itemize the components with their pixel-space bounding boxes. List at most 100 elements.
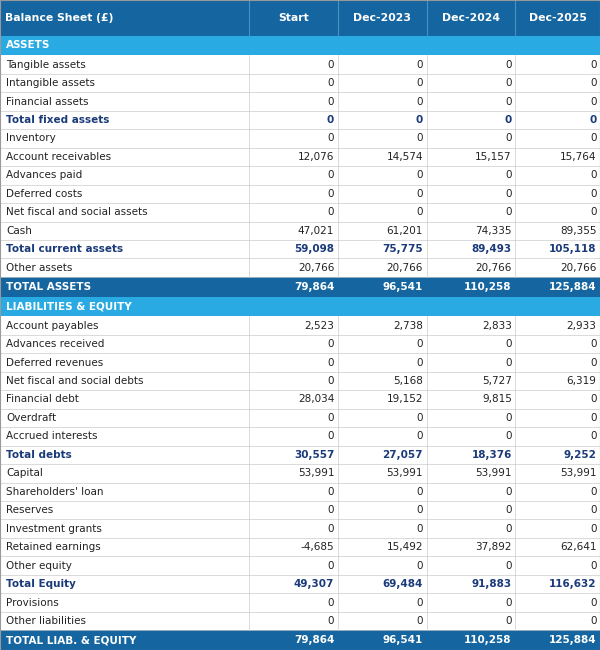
Text: Dec-2023: Dec-2023: [353, 13, 411, 23]
Text: 0: 0: [590, 60, 596, 70]
Text: 0: 0: [328, 616, 334, 626]
Text: Other equity: Other equity: [6, 560, 72, 571]
Text: 0: 0: [505, 115, 512, 125]
Text: 18,376: 18,376: [472, 450, 512, 460]
Text: 0: 0: [328, 524, 334, 534]
Text: Balance Sheet (£): Balance Sheet (£): [5, 13, 113, 23]
Text: 37,892: 37,892: [475, 542, 512, 552]
Text: 59,098: 59,098: [294, 244, 334, 254]
Text: Total current assets: Total current assets: [6, 244, 123, 254]
Text: 0: 0: [328, 358, 334, 368]
Text: 0: 0: [328, 597, 334, 608]
Bar: [0, 74, 600, 92]
Text: 96,541: 96,541: [383, 281, 423, 292]
Text: 5,168: 5,168: [393, 376, 423, 386]
Text: 2,933: 2,933: [566, 320, 596, 331]
Text: 0: 0: [505, 78, 512, 88]
Text: Account receivables: Account receivables: [6, 152, 111, 162]
Text: 0: 0: [416, 524, 423, 534]
Text: Advances received: Advances received: [6, 339, 104, 349]
Text: 20,766: 20,766: [475, 263, 512, 272]
Text: 0: 0: [328, 413, 334, 423]
Text: 0: 0: [416, 60, 423, 70]
Text: 0: 0: [416, 616, 423, 626]
Text: 0: 0: [328, 96, 334, 107]
Text: Financial assets: Financial assets: [6, 96, 89, 107]
Text: Capital: Capital: [6, 469, 43, 478]
Text: 0: 0: [328, 505, 334, 515]
Bar: [0, 575, 600, 593]
Text: 53,991: 53,991: [560, 469, 596, 478]
Text: 0: 0: [590, 616, 596, 626]
Text: 0: 0: [416, 96, 423, 107]
Text: Dec-2024: Dec-2024: [442, 13, 500, 23]
Text: 0: 0: [505, 487, 512, 497]
Text: Deferred revenues: Deferred revenues: [6, 358, 103, 368]
Text: Accrued interests: Accrued interests: [6, 432, 97, 441]
Bar: [0, 129, 600, 148]
Text: 0: 0: [590, 395, 596, 404]
Bar: [0, 354, 600, 372]
Bar: [0, 185, 600, 203]
Text: LIABILITIES & EQUITY: LIABILITIES & EQUITY: [6, 302, 132, 311]
Bar: [0, 612, 600, 630]
Bar: [0, 92, 600, 111]
Text: ASSETS: ASSETS: [6, 40, 50, 51]
Text: 75,775: 75,775: [382, 244, 423, 254]
Text: 0: 0: [328, 188, 334, 199]
Text: Total debts: Total debts: [6, 450, 72, 460]
Text: 0: 0: [590, 96, 596, 107]
Text: Inventory: Inventory: [6, 133, 56, 144]
Text: Net fiscal and social assets: Net fiscal and social assets: [6, 207, 148, 217]
Text: 2,833: 2,833: [482, 320, 512, 331]
Bar: [0, 222, 600, 240]
Text: 0: 0: [505, 60, 512, 70]
Text: Net fiscal and social debts: Net fiscal and social debts: [6, 376, 143, 386]
Bar: [0, 0, 600, 36]
Bar: [0, 166, 600, 185]
Text: 2,523: 2,523: [304, 320, 334, 331]
Bar: [0, 538, 600, 556]
Bar: [0, 148, 600, 166]
Text: Cash: Cash: [6, 226, 32, 236]
Bar: [0, 296, 600, 317]
Text: Deferred costs: Deferred costs: [6, 188, 82, 199]
Text: 89,355: 89,355: [560, 226, 596, 236]
Text: 0: 0: [505, 616, 512, 626]
Text: 0: 0: [416, 505, 423, 515]
Text: 125,884: 125,884: [549, 635, 596, 645]
Text: 0: 0: [505, 133, 512, 144]
Text: Other liabilities: Other liabilities: [6, 616, 86, 626]
Text: Start: Start: [278, 13, 309, 23]
Text: 0: 0: [416, 78, 423, 88]
Text: 0: 0: [590, 524, 596, 534]
Bar: [0, 317, 600, 335]
Text: 9,815: 9,815: [482, 395, 512, 404]
Text: 0: 0: [589, 115, 596, 125]
Text: Financial debt: Financial debt: [6, 395, 79, 404]
Text: 0: 0: [590, 133, 596, 144]
Bar: [0, 36, 600, 55]
Text: Shareholders' loan: Shareholders' loan: [6, 487, 104, 497]
Text: 96,541: 96,541: [383, 635, 423, 645]
Text: Retained earnings: Retained earnings: [6, 542, 101, 552]
Text: 79,864: 79,864: [294, 281, 334, 292]
Text: 0: 0: [590, 597, 596, 608]
Text: 125,884: 125,884: [549, 281, 596, 292]
Text: 20,766: 20,766: [298, 263, 334, 272]
Text: 9,252: 9,252: [563, 450, 596, 460]
Bar: [0, 501, 600, 519]
Text: 0: 0: [328, 432, 334, 441]
Text: Intangible assets: Intangible assets: [6, 78, 95, 88]
Bar: [0, 446, 600, 464]
Text: 12,076: 12,076: [298, 152, 334, 162]
Text: 6,319: 6,319: [566, 376, 596, 386]
Text: 53,991: 53,991: [298, 469, 334, 478]
Bar: [0, 482, 600, 501]
Text: 0: 0: [590, 358, 596, 368]
Bar: [0, 335, 600, 354]
Text: 20,766: 20,766: [386, 263, 423, 272]
Text: 28,034: 28,034: [298, 395, 334, 404]
Bar: [0, 519, 600, 538]
Bar: [0, 427, 600, 446]
